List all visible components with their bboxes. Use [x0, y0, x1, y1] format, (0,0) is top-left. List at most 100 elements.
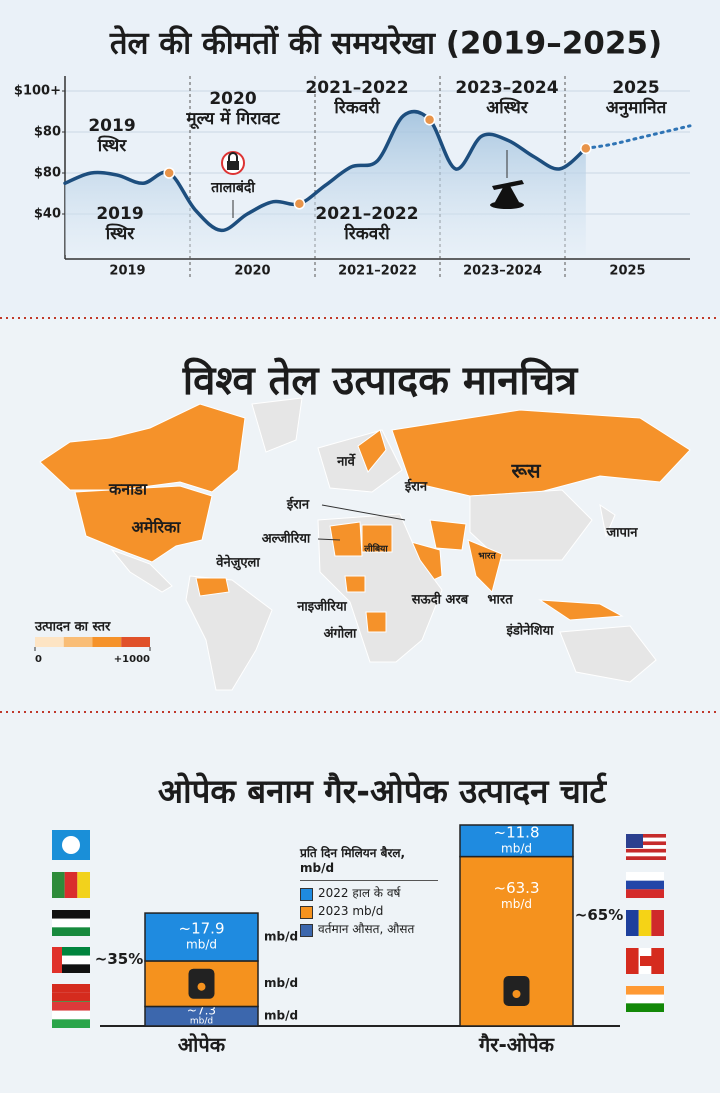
barrel-icon [512, 990, 521, 998]
flag [626, 852, 666, 857]
legend-title: प्रति दिन मिलियन बैरल, mb/d [300, 846, 438, 881]
chart-title: तेल की कीमतों की समयरेखा (2019–2025) [109, 25, 662, 62]
x-tick-label: ओपेक [178, 1033, 227, 1057]
share-label: ~65% [575, 906, 623, 924]
flag [64, 872, 78, 898]
bar-segment [459, 824, 574, 858]
flag [626, 834, 643, 848]
map-label: अमेरिका [132, 518, 182, 537]
country [429, 519, 467, 551]
flag [52, 872, 65, 898]
bar-segment [144, 912, 259, 962]
flag [52, 947, 62, 973]
country [329, 521, 363, 557]
value-label: ~11.8 [494, 823, 540, 841]
x-tick-label: 2023–2024 [463, 264, 542, 279]
icon [492, 180, 524, 202]
map-label: जापान [606, 526, 639, 541]
legend-label: 2023 mb/d [318, 904, 384, 918]
flag [640, 956, 652, 966]
annotation: 2020 [209, 89, 256, 109]
flag [626, 910, 639, 936]
flag [626, 834, 666, 838]
x-tick-label: 2020 [234, 264, 270, 279]
map-label: भारत [478, 552, 496, 562]
point-marker [293, 198, 306, 210]
flag [626, 889, 664, 898]
share-label: ~35% [95, 950, 143, 968]
x-tick-label: 2019 [109, 264, 145, 279]
country [391, 409, 691, 497]
icon [490, 201, 524, 209]
legend-label: वर्तमान औसत, औसत [318, 922, 415, 936]
annotation: 2021–2022 [305, 78, 408, 98]
country [251, 397, 303, 453]
map-label: अंगोला [324, 626, 357, 642]
flag [52, 1019, 90, 1028]
country [357, 429, 387, 473]
y-tick-label: $80 [34, 125, 61, 140]
legend-label: 2022 हाल के वर्ष [318, 886, 401, 900]
legend-item: वर्तमान औसत, औसत [300, 922, 438, 937]
y-tick-label: $100+ [14, 84, 61, 99]
flag [52, 947, 90, 956]
unit-label: mb/d [264, 1009, 298, 1023]
unit-label: mb/d [264, 976, 298, 990]
flag [52, 964, 90, 973]
leader [321, 504, 406, 521]
map-label: सऊदी अरब [411, 592, 469, 608]
flag [651, 948, 664, 974]
flag [52, 1002, 90, 1011]
annotation: मूल्य में गिरावट [185, 108, 281, 130]
flag [52, 927, 90, 936]
annotation: तालाबंदी [210, 179, 256, 196]
flag [626, 994, 664, 1004]
country [365, 611, 387, 633]
flag [52, 984, 90, 993]
map-label: भारत [487, 593, 513, 608]
flag [52, 910, 90, 919]
value-label: ~7.3 [187, 1004, 216, 1018]
flag [62, 836, 80, 854]
annotation: अनुमानित [606, 97, 668, 118]
value-label: ~17.9 [179, 920, 225, 938]
legend-swatch [300, 924, 313, 937]
flag [77, 872, 90, 898]
legend-swatch [63, 637, 93, 647]
country [344, 575, 366, 593]
line [63, 109, 588, 233]
legend-swatch [300, 888, 313, 901]
flag [638, 910, 652, 936]
map-label: ईरान [404, 479, 428, 495]
map-label: लीबिया [363, 543, 388, 555]
chart-title: ओपेक बनाम गैर-ओपेक उत्पादन चार्ट [158, 772, 608, 811]
annotation: स्थिर [105, 223, 136, 244]
map-label: इंडोनेशिया [505, 623, 554, 639]
annotation: रिकवरी [333, 97, 380, 118]
flag [52, 992, 90, 1002]
flag [52, 918, 90, 928]
map-label: वेनेज़ुएला [215, 555, 260, 571]
country [599, 503, 616, 538]
annotation: 2023–2024 [455, 78, 558, 98]
flag [651, 910, 664, 936]
country [559, 625, 657, 683]
legend-swatch [300, 906, 313, 919]
legend: प्रति दिन मिलियन बैरल, mb/d 2022 हाल के … [300, 846, 438, 940]
country [361, 524, 393, 553]
annotation: 2019 [96, 204, 143, 224]
icon [228, 152, 238, 161]
annotation: 2019 [88, 116, 135, 136]
y-tick-label: $40 [34, 207, 61, 222]
value-unit: mb/d [501, 841, 532, 855]
section-bg [0, 0, 720, 316]
value-unit: mb/d [186, 938, 217, 952]
icon [227, 161, 239, 170]
legend-tick-label: 0 [35, 654, 42, 665]
annotation: स्थिर [97, 135, 128, 156]
point-marker [423, 113, 436, 126]
map-label: अल्जीरिया [262, 531, 311, 547]
annotation: 2021–2022 [315, 204, 418, 224]
legend-swatch [92, 637, 122, 647]
